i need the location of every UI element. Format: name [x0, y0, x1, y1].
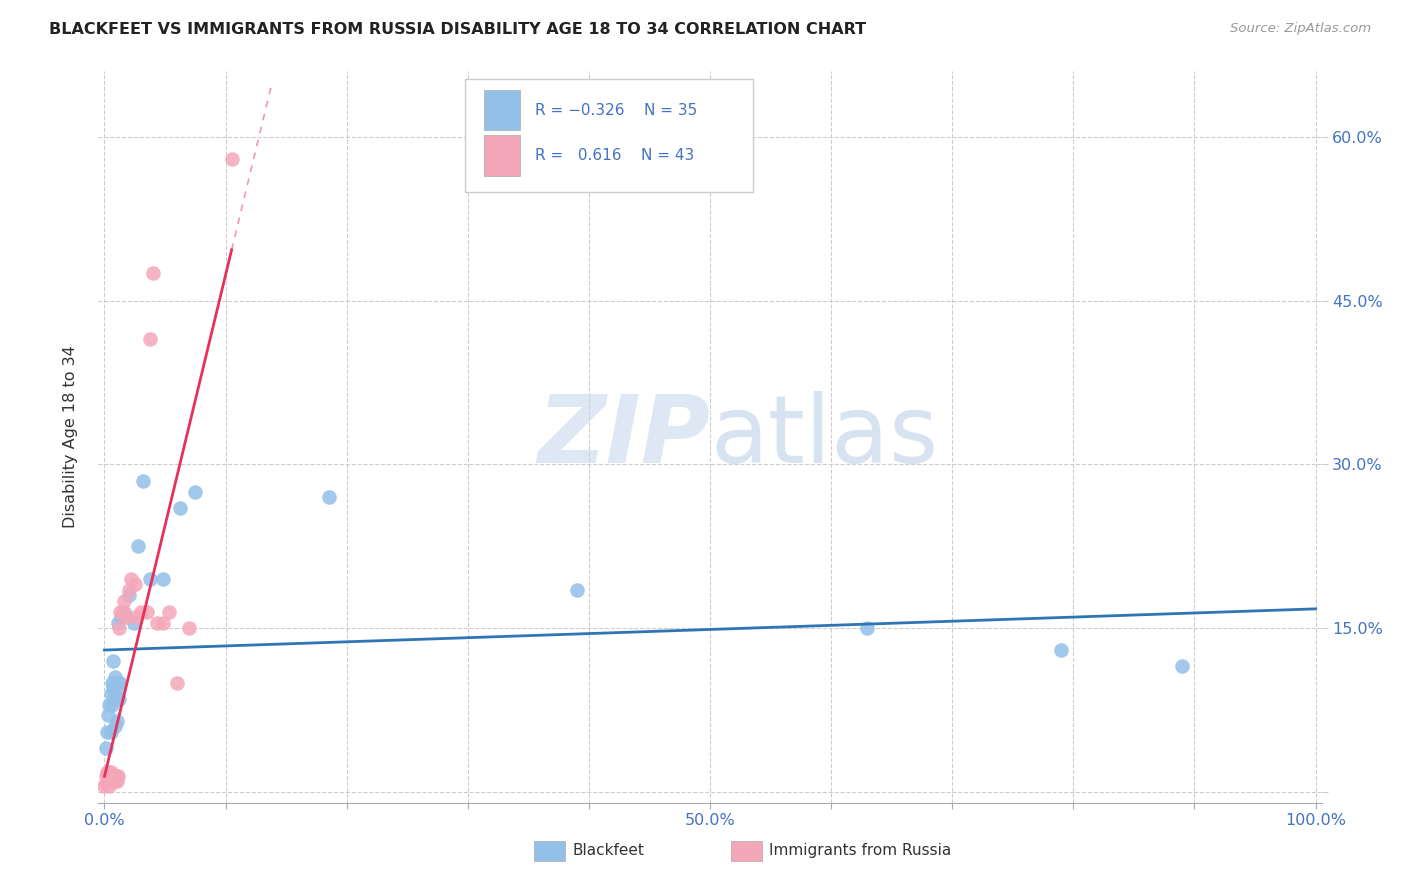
Point	[166, 675, 188, 690]
Point	[124, 577, 146, 591]
Point	[104, 768, 127, 782]
Bar	[484, 90, 520, 130]
Point	[122, 615, 145, 630]
Point	[184, 484, 207, 499]
Point	[98, 768, 121, 782]
Point	[98, 698, 121, 712]
Point	[100, 675, 122, 690]
Point	[139, 572, 162, 586]
Point	[118, 582, 141, 597]
Point	[100, 774, 122, 789]
Point	[97, 776, 120, 790]
Point	[115, 610, 138, 624]
Point	[104, 719, 127, 733]
Point	[103, 675, 125, 690]
Point	[105, 774, 128, 789]
Point	[97, 765, 120, 780]
Point	[105, 714, 128, 728]
Point	[856, 621, 879, 635]
Text: R = −0.326    N = 35: R = −0.326 N = 35	[536, 103, 697, 118]
Point	[105, 768, 128, 782]
Point	[100, 724, 122, 739]
Point	[100, 698, 122, 712]
Y-axis label: Disability Age 18 to 34: Disability Age 18 to 34	[63, 346, 77, 528]
Point	[101, 654, 124, 668]
Point	[565, 582, 588, 597]
Point	[120, 572, 142, 586]
Point	[97, 771, 120, 785]
Point	[93, 780, 115, 794]
Text: Source: ZipAtlas.com: Source: ZipAtlas.com	[1230, 22, 1371, 36]
Point	[157, 605, 180, 619]
Point	[152, 572, 174, 586]
Point	[127, 539, 149, 553]
Point	[169, 501, 191, 516]
Point	[107, 615, 129, 630]
Point	[142, 266, 165, 280]
Point	[103, 774, 125, 789]
Point	[96, 724, 118, 739]
Text: atlas: atlas	[710, 391, 938, 483]
Point	[145, 615, 167, 630]
Point	[129, 605, 152, 619]
Point	[111, 605, 134, 619]
FancyBboxPatch shape	[465, 78, 752, 192]
Point	[1171, 659, 1194, 673]
Point	[94, 768, 117, 782]
Point	[104, 774, 127, 789]
Point	[132, 474, 155, 488]
Point	[103, 768, 125, 782]
Point	[105, 687, 128, 701]
Point	[101, 768, 124, 782]
Text: ZIP: ZIP	[537, 391, 710, 483]
Point	[1050, 643, 1073, 657]
Point	[108, 621, 131, 635]
Point	[94, 776, 117, 790]
Point	[112, 594, 135, 608]
Point	[101, 774, 124, 789]
Point	[135, 605, 157, 619]
Point	[107, 675, 129, 690]
Point	[100, 768, 122, 782]
Point	[318, 490, 340, 504]
Point	[100, 771, 122, 785]
Point	[179, 621, 201, 635]
Point	[100, 765, 122, 780]
Point	[118, 588, 141, 602]
Point	[110, 605, 132, 619]
Point	[103, 692, 125, 706]
Text: R =   0.616    N = 43: R = 0.616 N = 43	[536, 148, 695, 163]
Bar	[484, 136, 520, 176]
Point	[101, 681, 124, 695]
Point	[100, 774, 122, 789]
Point	[97, 708, 120, 723]
Point	[221, 152, 243, 166]
Point	[94, 741, 117, 756]
Point	[104, 670, 127, 684]
Point	[107, 768, 129, 782]
Point	[112, 605, 135, 619]
Point	[152, 615, 174, 630]
Point	[98, 780, 121, 794]
Text: BLACKFEET VS IMMIGRANTS FROM RUSSIA DISABILITY AGE 18 TO 34 CORRELATION CHART: BLACKFEET VS IMMIGRANTS FROM RUSSIA DISA…	[49, 22, 866, 37]
Point	[96, 774, 118, 789]
Point	[108, 692, 131, 706]
Text: Blackfeet: Blackfeet	[572, 844, 644, 858]
Text: Immigrants from Russia: Immigrants from Russia	[769, 844, 952, 858]
Point	[100, 687, 122, 701]
Point	[110, 675, 132, 690]
Point	[110, 610, 132, 624]
Point	[96, 765, 118, 780]
Point	[124, 610, 146, 624]
Point	[139, 332, 162, 346]
